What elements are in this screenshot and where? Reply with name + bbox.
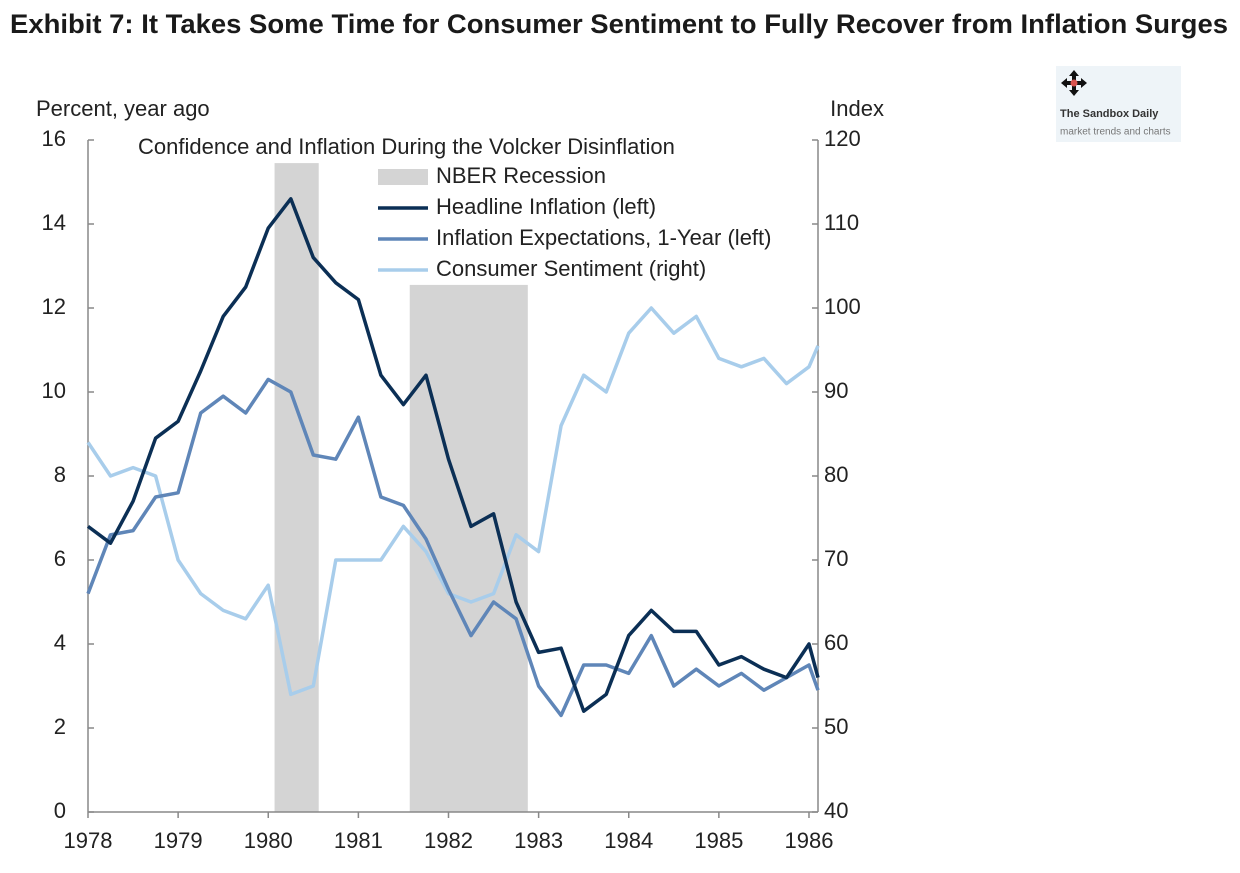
y-tick-label: 4	[54, 630, 66, 655]
series-line	[86, 306, 820, 697]
legend-label: Inflation Expectations, 1-Year (left)	[436, 225, 771, 250]
logo-title: The Sandbox Daily	[1060, 108, 1159, 120]
y2-tick-label: 40	[824, 798, 848, 823]
y2-tick-label: 60	[824, 630, 848, 655]
x-tick-label: 1982	[424, 828, 473, 853]
recession-band	[274, 163, 319, 813]
logo-dot	[1070, 79, 1078, 87]
y-tick-label: 10	[42, 378, 66, 403]
legend-label: Headline Inflation (left)	[436, 194, 656, 219]
y-axis-label: Percent, year ago	[36, 96, 210, 121]
subtitle: Confidence and Inflation During the Volc…	[138, 134, 675, 159]
legend-label: Consumer Sentiment (right)	[436, 256, 706, 281]
y-tick-label: 12	[42, 294, 66, 319]
y2-tick-label: 80	[824, 462, 848, 487]
x-tick-label: 1986	[785, 828, 834, 853]
x-tick-label: 1983	[514, 828, 563, 853]
x-tick-label: 1981	[334, 828, 383, 853]
y2-tick-label: 90	[824, 378, 848, 403]
y-tick-label: 8	[54, 462, 66, 487]
series-line	[86, 197, 820, 713]
x-tick-label: 1980	[244, 828, 293, 853]
logo-box	[1056, 66, 1181, 142]
y-tick-label: 2	[54, 714, 66, 739]
y2-tick-label: 120	[824, 126, 861, 151]
y2-tick-label: 70	[824, 546, 848, 571]
x-tick-label: 1984	[604, 828, 653, 853]
y2-tick-label: 50	[824, 714, 848, 739]
y2-axis-label: Index	[830, 96, 884, 121]
x-tick-label: 1978	[64, 828, 113, 853]
legend-label: NBER Recession	[436, 163, 606, 188]
x-tick-label: 1979	[154, 828, 203, 853]
y-tick-label: 0	[54, 798, 66, 823]
legend-swatch	[378, 169, 428, 185]
chart-title: Exhibit 7: It Takes Some Time for Consum…	[10, 9, 1228, 39]
y2-tick-label: 110	[824, 210, 859, 235]
y2-tick-label: 100	[824, 294, 861, 319]
y-tick-label: 14	[42, 210, 66, 235]
series-line	[86, 377, 820, 718]
logo-subtitle: market trends and charts	[1060, 127, 1171, 138]
y-tick-label: 6	[54, 546, 66, 571]
x-tick-label: 1985	[694, 828, 743, 853]
y-tick-label: 16	[42, 126, 66, 151]
